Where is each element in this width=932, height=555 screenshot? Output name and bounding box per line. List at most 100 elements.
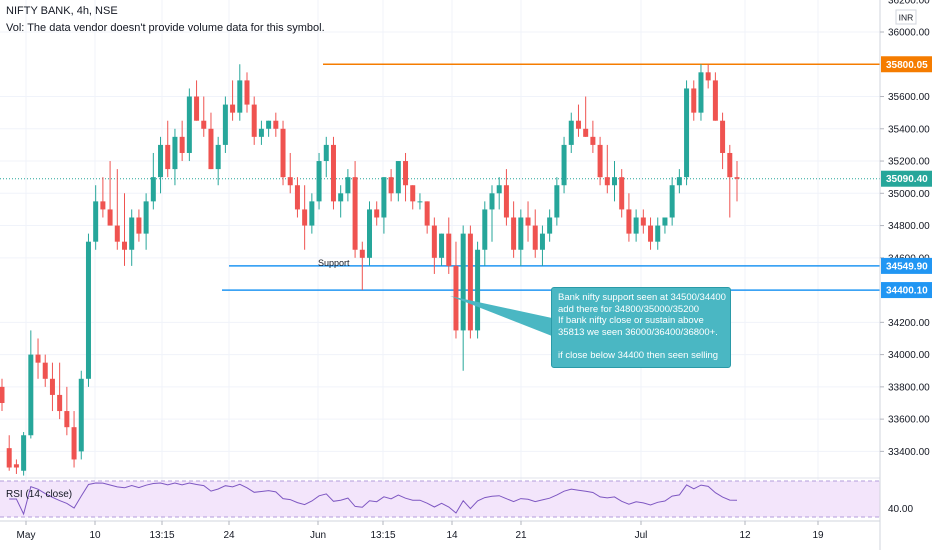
support-label: Support	[318, 258, 350, 268]
candle-up	[417, 193, 423, 210]
candle-down	[57, 362, 63, 420]
candle-down	[511, 201, 517, 258]
candle-down	[575, 104, 581, 137]
svg-text:34549.90: 34549.90	[886, 261, 928, 272]
candle-up	[309, 193, 315, 234]
candle-down	[64, 386, 70, 436]
date-tick-label: Jun	[310, 530, 326, 541]
svg-text:34400.10: 34400.10	[886, 286, 928, 297]
candle-up	[129, 209, 135, 266]
candle-up	[143, 193, 149, 250]
price-tick-label: 34200.00	[888, 318, 930, 329]
date-tick-label: 24	[223, 530, 235, 541]
candle-down	[273, 112, 279, 137]
price-tick-label: 33800.00	[888, 382, 930, 393]
candle-down	[165, 120, 171, 178]
candle-up	[85, 233, 91, 387]
candle-down	[244, 72, 250, 113]
candle-up	[345, 169, 351, 202]
candle-down	[194, 80, 200, 121]
price-tick-label: 33400.00	[888, 447, 930, 458]
date-tick-label: 19	[812, 530, 824, 541]
rsi-label: RSI (14, close)	[6, 489, 72, 500]
candle-up	[554, 177, 560, 226]
candle-down	[49, 362, 55, 412]
price-tag-current: 35090.40	[881, 170, 932, 187]
candle-up	[475, 241, 481, 339]
candle-down	[467, 225, 473, 339]
candle-up	[28, 330, 34, 439]
currency-box	[895, 9, 917, 25]
chart-title: NIFTY BANK, 4h, NSE	[6, 5, 118, 17]
candle-up	[684, 80, 690, 186]
candle-down	[446, 217, 452, 274]
candle-up	[21, 432, 27, 476]
callout-pointer	[450, 296, 552, 336]
candle-down	[179, 120, 185, 162]
candle-down	[410, 185, 416, 210]
price-tick-label: 35600.00	[888, 92, 930, 103]
svg-text:35090.40: 35090.40	[886, 174, 928, 185]
price-tick-label: 35400.00	[888, 124, 930, 135]
candle-up	[662, 217, 668, 234]
candle-down	[0, 378, 5, 412]
date-tick-label: 14	[446, 530, 458, 541]
callout-line-5	[558, 338, 724, 350]
candle-down	[330, 136, 336, 210]
candle-up	[633, 209, 639, 242]
callout-line-1: Bank nifty support seen at 34500/34400	[558, 292, 726, 303]
analysis-callout[interactable]: Bank nifty support seen at 34500/34400 a…	[551, 287, 731, 368]
time-axis[interactable]: May 10 13:15 24 Jun 13:15 14 21 Jul 12 19	[17, 521, 824, 541]
candle-down	[583, 96, 589, 137]
price-tick-label: 34800.00	[888, 221, 930, 232]
candle-down	[114, 169, 120, 250]
candle-up	[93, 185, 99, 250]
candle-down	[359, 241, 365, 291]
rsi-line	[9, 482, 738, 516]
candle-down	[619, 169, 625, 218]
candle-down	[71, 411, 77, 468]
candle-up	[568, 112, 574, 153]
rsi-tick-label: 40.00	[888, 504, 913, 515]
candle-down	[626, 193, 632, 242]
candle-down	[734, 161, 740, 202]
candle-down	[691, 80, 697, 121]
price-tick-label-top: 36200.00	[888, 0, 930, 6]
candle-down	[525, 201, 531, 242]
price-tick-label: 35200.00	[888, 157, 930, 168]
candle-down	[727, 144, 733, 218]
candle-down	[431, 217, 437, 274]
candle-down	[503, 169, 509, 226]
candle-down	[107, 161, 113, 226]
candle-up	[518, 209, 524, 266]
price-tags: 35800.05 35090.40 34549.90 34400.10	[881, 56, 932, 299]
price-tick-label: 33600.00	[888, 415, 930, 426]
date-tick-label: May	[17, 530, 36, 541]
price-tag-support-1: 34549.90	[881, 257, 932, 274]
candle-up	[381, 177, 387, 234]
date-tick-label: 13:15	[370, 530, 395, 541]
candle-up	[258, 120, 264, 145]
candle-down	[42, 354, 48, 387]
candle-down	[532, 209, 538, 258]
candle-down	[597, 136, 603, 186]
candle-up	[338, 185, 344, 218]
candles	[0, 64, 740, 476]
candle-down	[403, 152, 409, 202]
candle-down	[100, 177, 106, 218]
date-tick-label: 10	[89, 530, 101, 541]
candle-up	[150, 152, 156, 210]
callout-line-2: add there for 34800/35000/35200	[558, 303, 700, 315]
svg-text:35800.05: 35800.05	[886, 60, 928, 71]
candle-down	[6, 435, 12, 471]
price-tick-label: 34000.00	[888, 350, 930, 361]
candle-down	[230, 80, 236, 121]
candle-down	[287, 152, 293, 194]
candle-down	[208, 112, 214, 170]
candle-down	[201, 96, 207, 137]
candle-down	[640, 209, 646, 234]
candle-down	[294, 177, 300, 218]
